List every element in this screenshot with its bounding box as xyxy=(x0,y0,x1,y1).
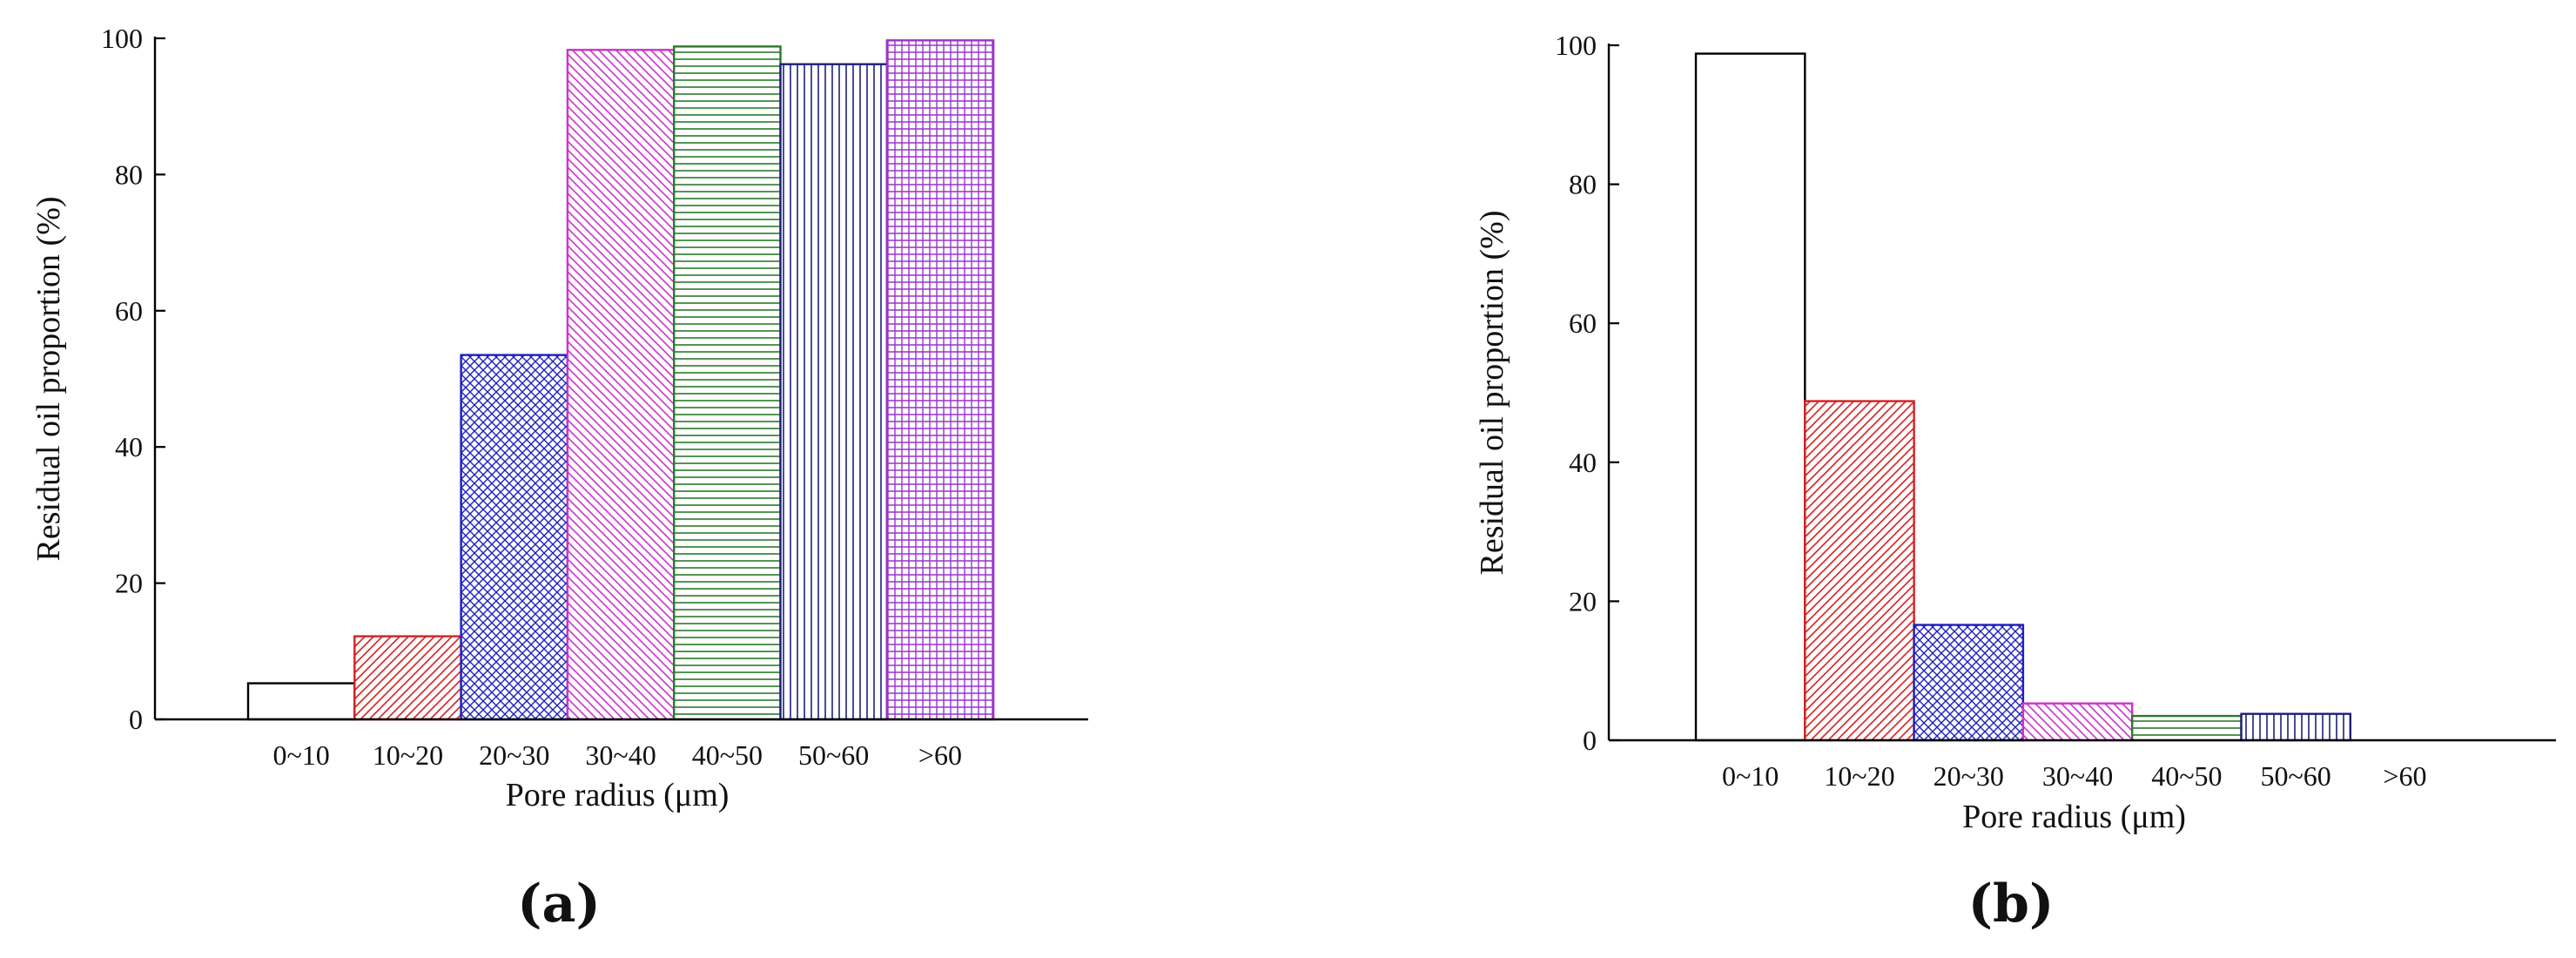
y-tick-label: 80 xyxy=(115,159,143,190)
bar-40-50 xyxy=(674,46,780,719)
y-tick-label: 80 xyxy=(1569,169,1597,200)
x-tick-label: >60 xyxy=(918,739,962,771)
y-axis-title: Residual oil proportion (%) xyxy=(30,197,67,562)
bar-10-20 xyxy=(354,637,461,719)
x-axis-title: Pore radius (μm) xyxy=(1962,799,2186,835)
x-tick-label: 50~60 xyxy=(2260,760,2331,792)
bar-50-60 xyxy=(781,64,887,719)
bar-30-40 xyxy=(2023,704,2132,740)
bar-60 xyxy=(887,40,993,719)
x-tick-label: 0~10 xyxy=(1722,760,1779,792)
bar-0-10 xyxy=(1696,54,1805,740)
panel-label: (a) xyxy=(517,874,601,934)
y-tick-label: 0 xyxy=(129,704,143,735)
y-tick-label: 20 xyxy=(1569,585,1597,617)
bar-10-20 xyxy=(1805,401,1914,740)
x-axis-title: Pore radius (μm) xyxy=(506,777,730,813)
bar-20-30 xyxy=(461,355,568,719)
y-tick-label: 40 xyxy=(115,431,143,462)
y-axis-title: Residual oil proportion (%) xyxy=(1474,211,1510,576)
x-tick-label: >60 xyxy=(2383,760,2426,792)
bar-0-10 xyxy=(248,684,354,719)
x-tick-label: 10~20 xyxy=(1824,760,1894,792)
bar-30-40 xyxy=(568,50,674,719)
bar-40-50 xyxy=(2132,716,2241,740)
chart-a: 0 20 40 60 80 100 0~10 10~20 20~30 30~40 40~50 50~6… xyxy=(30,23,1088,934)
x-tick-label: 0~10 xyxy=(272,739,329,771)
y-tick-label: 60 xyxy=(1569,307,1597,339)
y-tick-label: 100 xyxy=(101,23,143,54)
x-tick-label: 10~20 xyxy=(373,739,443,771)
y-tick-label: 60 xyxy=(115,295,143,327)
x-tick-label: 30~40 xyxy=(585,739,656,771)
y-tick-label: 20 xyxy=(115,568,143,599)
x-tick-label: 20~30 xyxy=(1934,760,2004,792)
bar-50-60 xyxy=(2242,714,2351,740)
x-tick-label: 40~50 xyxy=(2151,760,2222,792)
y-tick-label: 40 xyxy=(1569,447,1597,478)
x-tick-label: 30~40 xyxy=(2042,760,2113,792)
x-tick-label: 20~30 xyxy=(479,739,549,771)
y-tick-label: 100 xyxy=(1555,30,1597,61)
chart-b: 0 20 40 60 80 100 0~10 10~20 20~30 30~40 40~50 50~6… xyxy=(1474,30,2556,934)
x-tick-label: 50~60 xyxy=(798,739,869,771)
bar-20-30 xyxy=(1914,625,2023,740)
x-tick-label: 40~50 xyxy=(692,739,763,771)
panel-label: (b) xyxy=(1968,874,2055,934)
y-tick-label: 0 xyxy=(1583,725,1597,756)
